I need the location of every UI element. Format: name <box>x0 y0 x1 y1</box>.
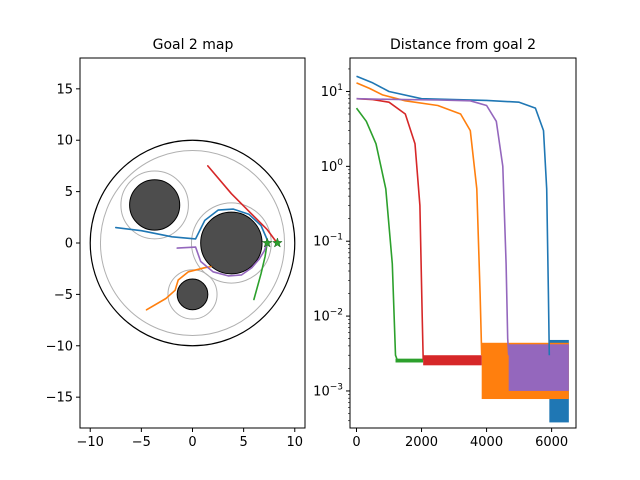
y-tick-label-4: 5 <box>65 185 73 200</box>
y-tick-label-5: 10 <box>56 134 73 149</box>
trajectory-0 <box>115 208 269 243</box>
goal-star-0 <box>261 237 273 248</box>
goal-map-axes: Goal 2 map −10 −5 0 5 10 −15 −10 −5 0 5 10 15 <box>46 37 306 450</box>
noise-band-3 <box>395 358 424 363</box>
trajectory-4 <box>176 242 268 277</box>
y-tick-label-0: 10−3 <box>313 382 343 399</box>
trajectory-2 <box>253 242 268 301</box>
distance-series-1 <box>356 82 483 356</box>
distance-frame <box>349 57 577 429</box>
trajectory-3 <box>207 165 278 243</box>
distance-plot-area <box>355 75 569 423</box>
y-tick-label-1: 10−2 <box>313 308 343 325</box>
goal-map-frame <box>79 57 306 429</box>
x-tick-label-3: 5 <box>239 435 247 450</box>
x-tick-label-2: 0 <box>188 435 196 450</box>
goal-map-ticks: −10 −5 0 5 10 −15 −10 −5 0 5 10 15 <box>46 82 303 450</box>
obstacle-1 <box>200 211 263 275</box>
distance-series-3 <box>356 97 424 360</box>
y-tick-label-2: −5 <box>54 288 73 303</box>
y-tick-label-3: 0 <box>65 237 73 252</box>
y-tick-label-0: −15 <box>46 391 73 406</box>
goal-star-1 <box>271 237 283 248</box>
arena-boundary-circle <box>89 139 296 347</box>
distance-series-2 <box>355 107 398 361</box>
obstacle-halo-0 <box>120 170 189 240</box>
obstacle-2 <box>176 278 209 311</box>
distance-axes: Distance from goal 2 0 2000 4000 6000 10−3 10… <box>313 37 577 450</box>
x-tick-label-1: −5 <box>132 435 151 450</box>
x-tick-label-4: 10 <box>286 435 303 450</box>
obstacle-halo-2 <box>167 269 218 320</box>
distance-ticks: 0 2000 4000 6000 10−3 10−2 10−1 100 101 <box>313 68 568 450</box>
distance-series-0 <box>356 75 551 356</box>
obstacle-halo-1 <box>190 202 272 284</box>
x-tick-label-1: 2000 <box>405 435 438 450</box>
noise-band-4 <box>423 355 482 366</box>
obstacle-0 <box>129 179 181 231</box>
goal-map-plot-area <box>89 139 296 347</box>
x-tick-label-0: −10 <box>77 435 104 450</box>
y-tick-label-3: 100 <box>321 158 344 175</box>
arena-inner-circle <box>99 150 286 336</box>
x-tick-label-3: 6000 <box>535 435 568 450</box>
y-tick-label-2: 10−1 <box>313 233 343 250</box>
distance-title: Distance from goal 2 <box>390 37 536 53</box>
trajectory-1 <box>145 265 212 311</box>
y-tick-label-4: 101 <box>321 83 343 100</box>
y-tick-label-1: −10 <box>46 339 73 354</box>
noise-band-2 <box>508 344 569 391</box>
goal-map-title: Goal 2 map <box>153 37 234 53</box>
x-tick-label-0: 0 <box>352 435 360 450</box>
y-tick-label-6: 15 <box>56 82 73 97</box>
x-tick-label-2: 4000 <box>470 435 503 450</box>
distance-series-4 <box>356 97 510 356</box>
